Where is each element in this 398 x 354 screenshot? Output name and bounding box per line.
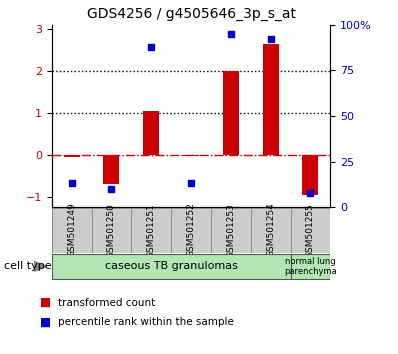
Text: GSM501250: GSM501250 — [107, 202, 116, 258]
Text: GSM501252: GSM501252 — [187, 203, 195, 257]
Text: normal lung
parenchyma: normal lung parenchyma — [284, 257, 337, 276]
Bar — [251, 208, 291, 253]
Bar — [302, 155, 318, 194]
Bar — [291, 208, 330, 253]
Text: ■: ■ — [40, 316, 51, 329]
Text: GSM501253: GSM501253 — [226, 202, 235, 258]
Bar — [92, 208, 131, 253]
Text: GSM501251: GSM501251 — [147, 202, 156, 258]
Text: percentile rank within the sample: percentile rank within the sample — [58, 317, 234, 327]
Bar — [291, 254, 330, 279]
Bar — [52, 208, 92, 253]
Text: GSM501249: GSM501249 — [67, 203, 76, 257]
Bar — [103, 155, 119, 184]
Polygon shape — [34, 261, 47, 272]
Text: ■: ■ — [40, 296, 51, 309]
Bar — [64, 155, 80, 157]
Text: GSM501254: GSM501254 — [266, 203, 275, 257]
Bar — [263, 44, 279, 155]
Bar — [211, 208, 251, 253]
Text: cell type: cell type — [4, 261, 52, 272]
Title: GDS4256 / g4505646_3p_s_at: GDS4256 / g4505646_3p_s_at — [86, 7, 296, 21]
Bar — [223, 71, 239, 155]
Text: transformed count: transformed count — [58, 298, 155, 308]
Bar — [52, 254, 291, 279]
Bar — [143, 111, 159, 155]
Bar — [171, 208, 211, 253]
Text: GSM501255: GSM501255 — [306, 202, 315, 258]
Bar — [131, 208, 171, 253]
Text: caseous TB granulomas: caseous TB granulomas — [105, 261, 238, 272]
